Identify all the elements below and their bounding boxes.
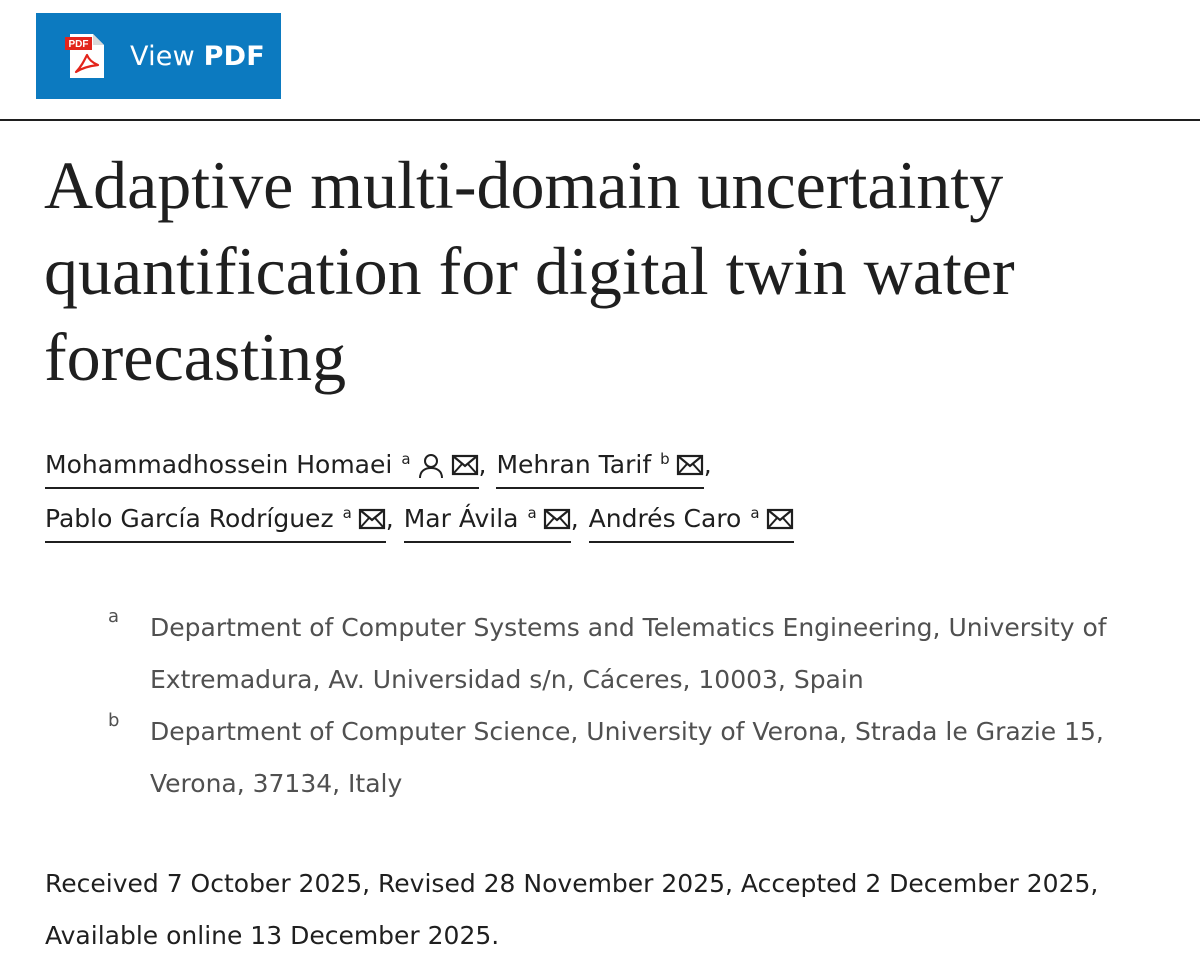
view-pdf-label-strong: PDF <box>203 40 265 72</box>
person-icon <box>417 453 445 479</box>
affiliation-label: b <box>108 710 120 731</box>
author-link[interactable]: Mohammadhossein Homaei a <box>45 448 479 489</box>
author-name: Andrés Caro <box>588 504 742 533</box>
affiliation-text: Department of Computer Science, Universi… <box>150 717 1104 798</box>
author-separator: , <box>703 450 712 479</box>
author-link[interactable]: Pablo García Rodríguez a <box>45 502 386 543</box>
email-icon <box>543 507 571 531</box>
view-pdf-label: View PDF <box>130 41 265 72</box>
email-icon <box>676 453 704 477</box>
email-icon <box>358 507 386 531</box>
author-affiliation-marker: a <box>750 504 760 522</box>
affiliation-item: a Department of Computer Systems and Tel… <box>108 602 1188 706</box>
author-line: Mohammadhossein Homaei a , Mehran Tarif … <box>45 448 1045 502</box>
email-icon <box>766 507 794 531</box>
author-separator: , <box>385 504 394 533</box>
author-list: Mohammadhossein Homaei a , Mehran Tarif … <box>45 448 1045 556</box>
author-affiliation-marker: a <box>342 504 352 522</box>
author-name: Pablo García Rodríguez <box>45 504 334 533</box>
author-name: Mohammadhossein Homaei <box>45 450 393 479</box>
affiliation-label: a <box>108 606 120 627</box>
pdf-icon: PDF <box>65 34 104 78</box>
author-affiliation-marker: b <box>660 450 670 468</box>
email-icon <box>451 453 479 477</box>
author-affiliation-marker: a <box>401 450 411 468</box>
affiliation-item: b Department of Computer Science, Univer… <box>108 706 1188 810</box>
author-link[interactable]: Andrés Caro a <box>588 502 794 543</box>
affiliation-text: Department of Computer Systems and Telem… <box>150 613 1107 694</box>
author-line: Pablo García Rodríguez a , Mar Ávila a <box>45 502 1045 556</box>
author-separator: , <box>570 504 579 533</box>
author-link[interactable]: Mar Ávila a <box>403 502 571 543</box>
author-name: Mehran Tarif <box>496 450 652 479</box>
article-title: Adaptive multi-domain uncertainty quanti… <box>44 147 1015 395</box>
author-separator: , <box>478 450 487 479</box>
author-name: Mar Ávila <box>403 504 519 533</box>
view-pdf-label-prefix: View <box>130 40 204 72</box>
view-pdf-button[interactable]: PDF View PDF <box>36 13 281 99</box>
article-dates: Received 7 October 2025, Revised 28 Nove… <box>45 869 1099 950</box>
pdf-icon-label: PDF <box>69 39 89 50</box>
header-divider <box>0 119 1200 121</box>
author-affiliation-marker: a <box>527 504 537 522</box>
author-link[interactable]: Mehran Tarif b <box>496 448 704 489</box>
affiliation-list: a Department of Computer Systems and Tel… <box>108 602 1188 810</box>
